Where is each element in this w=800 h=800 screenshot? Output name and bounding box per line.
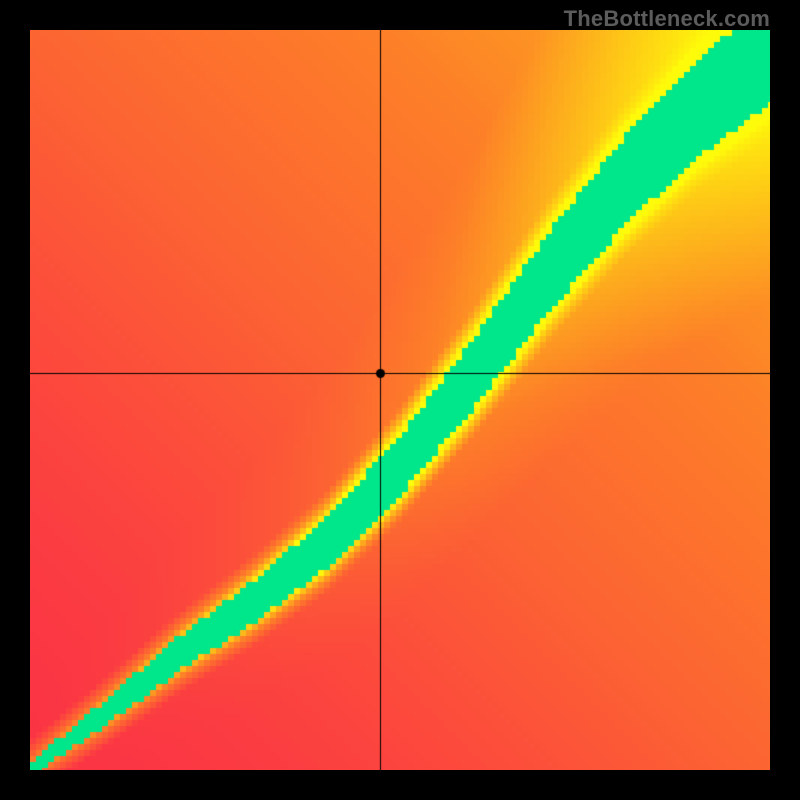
bottleneck-heatmap (30, 30, 770, 770)
chart-container: TheBottleneck.com (0, 0, 800, 800)
watermark-text: TheBottleneck.com (564, 6, 770, 32)
